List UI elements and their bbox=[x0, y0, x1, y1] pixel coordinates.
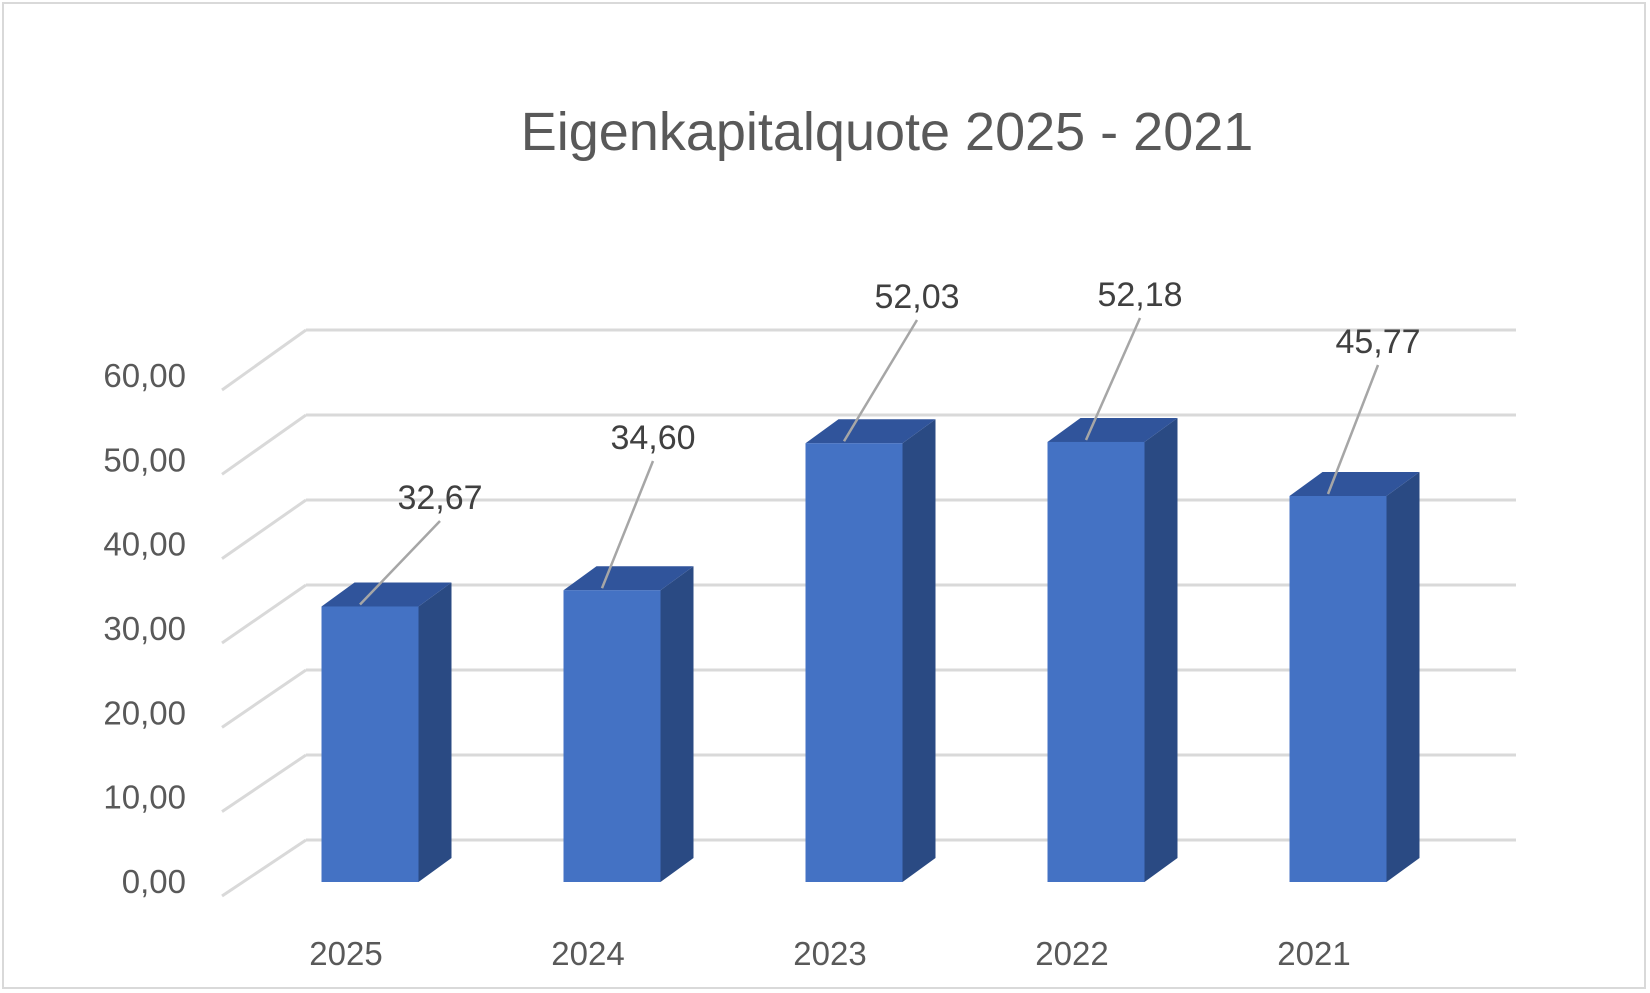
x-category-label: 2021 bbox=[1277, 935, 1350, 972]
gridline-diag-5 bbox=[221, 413, 307, 476]
leader-line-2023 bbox=[842, 319, 919, 442]
data-label-2023: 52,03 bbox=[874, 278, 959, 316]
gridline-diag-6 bbox=[221, 328, 307, 392]
y-tick-label: 30,00 bbox=[103, 610, 186, 647]
gridline-diag-3 bbox=[221, 583, 307, 645]
leader-line-2025 bbox=[359, 520, 441, 606]
bar-side-2022 bbox=[1144, 417, 1178, 882]
bar-2024[interactable] bbox=[563, 590, 661, 882]
y-tick-label: 20,00 bbox=[103, 694, 186, 731]
y-axis-ticks: 0,00 10,00 20,00 30,00 40,00 50,00 60,00 bbox=[103, 357, 186, 900]
data-label-2021: 45,77 bbox=[1335, 323, 1420, 361]
bar-top-2022 bbox=[1047, 417, 1178, 442]
data-label-leaders bbox=[359, 317, 1380, 606]
x-category-label: 2025 bbox=[309, 935, 382, 972]
gridline-diag-4 bbox=[221, 498, 307, 560]
x-category-label: 2023 bbox=[793, 935, 866, 972]
bar-top-2024 bbox=[563, 566, 694, 591]
gridline-diag-0 bbox=[221, 838, 307, 898]
bar-2022[interactable] bbox=[1047, 441, 1145, 882]
bar-side-2025 bbox=[418, 582, 452, 882]
data-label-2024: 34,60 bbox=[610, 419, 695, 457]
bar-2023[interactable] bbox=[805, 443, 903, 882]
x-category-label: 2024 bbox=[551, 935, 624, 972]
bar-side-2021 bbox=[1386, 472, 1420, 882]
bar-side-2023 bbox=[902, 419, 936, 882]
y-tick-label: 50,00 bbox=[103, 441, 186, 478]
data-label-2025: 32,67 bbox=[397, 479, 482, 517]
leader-line-2021 bbox=[1326, 364, 1380, 495]
bar-top-2021 bbox=[1289, 472, 1420, 497]
leader-line-2024 bbox=[600, 460, 655, 589]
bar-top-2025 bbox=[321, 582, 452, 607]
bar-2021[interactable] bbox=[1289, 496, 1387, 882]
data-labels: 32,67 34,60 52,03 52,18 45,77 bbox=[397, 276, 1420, 517]
bars bbox=[321, 417, 1420, 882]
leader-line-2022 bbox=[1084, 317, 1142, 441]
y-tick-label: 40,00 bbox=[103, 526, 186, 563]
chart-title: Eigenkapitalquote 2025 - 2021 bbox=[521, 102, 1254, 162]
y-tick-label: 60,00 bbox=[103, 357, 186, 394]
data-label-2022: 52,18 bbox=[1097, 276, 1182, 314]
x-category-label: 2022 bbox=[1035, 935, 1108, 972]
gridline-diag-2 bbox=[221, 668, 307, 729]
gridline-diag-1 bbox=[221, 753, 307, 813]
bar-top-2023 bbox=[805, 419, 936, 444]
bar-side-2024 bbox=[660, 566, 694, 882]
x-axis-categories: 2025 2024 2023 2022 2021 bbox=[309, 935, 1350, 972]
bar-2025[interactable] bbox=[321, 606, 419, 882]
y-tick-label: 10,00 bbox=[103, 779, 186, 816]
y-tick-label: 0,00 bbox=[122, 863, 186, 900]
